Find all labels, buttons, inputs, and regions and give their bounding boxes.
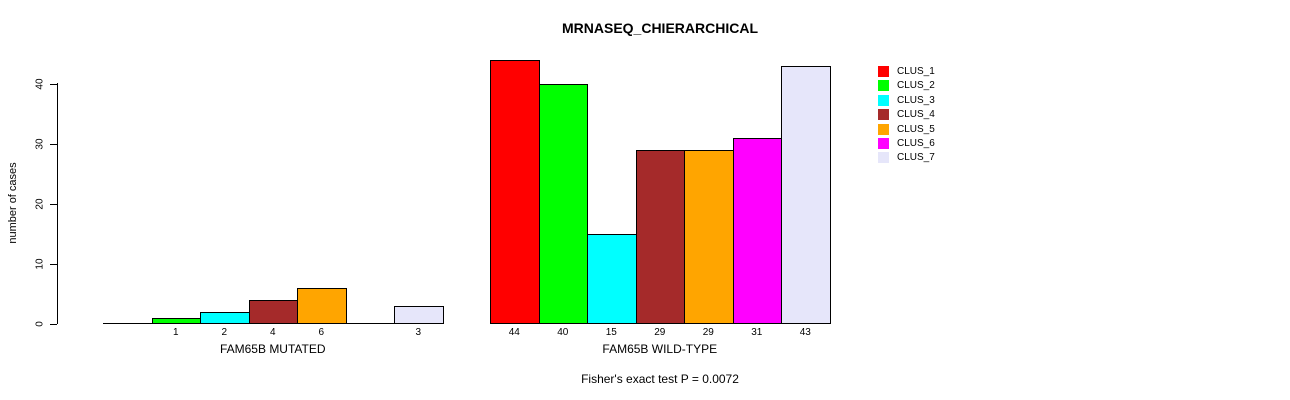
bar-clus_5-mutated bbox=[297, 288, 347, 324]
bar-clus_1-wild-type bbox=[490, 60, 540, 324]
legend-swatch-icon bbox=[878, 94, 889, 106]
group-label-mutated: FAM65B MUTATED bbox=[219, 342, 326, 356]
legend-label: CLUS_6 bbox=[897, 138, 935, 149]
legend-label: CLUS_3 bbox=[897, 94, 935, 106]
bar-value-label: 29 bbox=[702, 327, 714, 338]
bar-clus_7-wild-type bbox=[781, 66, 831, 324]
y-axis-line bbox=[57, 83, 58, 324]
bar-clus_7-mutated bbox=[394, 306, 444, 324]
bar-clus_4-mutated bbox=[248, 300, 298, 324]
bar-value-label: 1 bbox=[172, 327, 179, 338]
y-tick bbox=[50, 264, 57, 265]
legend-swatch-icon bbox=[878, 109, 889, 121]
legend-swatch-icon bbox=[878, 123, 889, 135]
bar-value-label: 2 bbox=[221, 327, 228, 338]
legend-swatch-icon bbox=[878, 138, 889, 149]
legend-label: CLUS_4 bbox=[897, 109, 935, 121]
legend-label: CLUS_5 bbox=[897, 123, 935, 135]
footer-note: Fisher's exact test P = 0.0072 bbox=[581, 372, 739, 386]
legend-label: CLUS_7 bbox=[897, 152, 935, 164]
bar-clus_2-mutated bbox=[151, 318, 201, 324]
bar-value-label: 15 bbox=[605, 327, 617, 338]
bar-clus_3-wild-type bbox=[587, 234, 637, 324]
legend-label: CLUS_1 bbox=[897, 66, 935, 77]
bar-clus_4-wild-type bbox=[635, 150, 685, 324]
bar-value-label: 40 bbox=[557, 327, 569, 338]
chart-title: MRNASEQ_CHIERARCHICAL bbox=[561, 20, 759, 36]
y-tick bbox=[50, 144, 57, 145]
bar-value-label: 31 bbox=[751, 327, 763, 338]
legend-swatch-icon bbox=[878, 66, 889, 77]
bar-clus_2-wild-type bbox=[538, 84, 588, 324]
bar-value-label: 29 bbox=[654, 327, 666, 338]
bar-value-label: 6 bbox=[318, 327, 325, 338]
bar-value-label: 43 bbox=[799, 327, 811, 338]
group-label-wild-type: FAM65B WILD-TYPE bbox=[602, 342, 718, 356]
bar-value-label: 3 bbox=[415, 327, 422, 338]
legend-swatch-icon bbox=[878, 152, 889, 164]
y-tick bbox=[50, 204, 57, 205]
bar-clus_3-mutated bbox=[200, 312, 250, 324]
bar-clus_6-wild-type bbox=[732, 138, 782, 324]
legend-swatch-icon bbox=[878, 80, 889, 92]
y-tick bbox=[50, 324, 57, 325]
bar-clus_5-wild-type bbox=[684, 150, 734, 324]
y-tick bbox=[50, 84, 57, 85]
legend-label: CLUS_2 bbox=[897, 80, 935, 92]
bar-value-label: 4 bbox=[269, 327, 276, 338]
bar-value-label: 44 bbox=[508, 327, 520, 338]
